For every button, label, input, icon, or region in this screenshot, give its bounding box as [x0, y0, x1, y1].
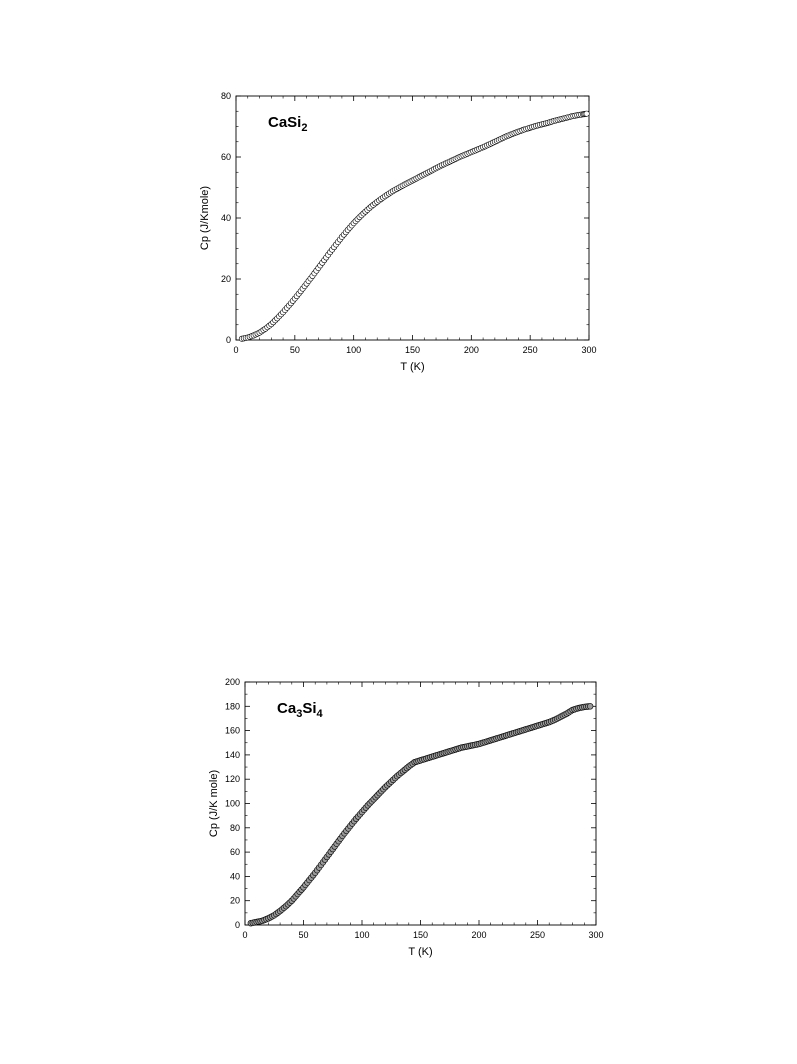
- y-tick-label: 20: [230, 896, 240, 906]
- x-tick-label: 50: [298, 930, 308, 940]
- data-point: [586, 703, 594, 710]
- x-tick-label: 200: [471, 930, 486, 940]
- chart-svg: 0 50 100 150 200 250 300 0 20 40 60 80 100 120 140 160 1…: [208, 677, 604, 958]
- x-tick-label: 250: [530, 930, 545, 940]
- y-tick-label: 200: [225, 677, 240, 687]
- y-tick-label: 0: [235, 920, 240, 930]
- y-tick-label: 140: [225, 750, 240, 760]
- x-tick-label: 50: [290, 345, 300, 355]
- y-axis-label: Cp (J/Kmole): [199, 186, 211, 250]
- y-tick-label: 60: [221, 152, 231, 162]
- chart-ca3si4: 0 50 100 150 200 250 300 0 20 40 60 80 100 120 140 160 1…: [0, 650, 797, 1010]
- y-tick-label: 80: [221, 91, 231, 101]
- x-tick-label: 100: [354, 930, 369, 940]
- x-tick-label: 300: [581, 345, 596, 355]
- y-tick-label: 40: [221, 213, 231, 223]
- x-axis-label: T (K): [408, 946, 432, 958]
- y-axis-label: Cp (J/K mole): [208, 770, 220, 837]
- x-tick-label: 0: [242, 930, 247, 940]
- x-tick-label: 150: [405, 345, 420, 355]
- y-tick-label: 60: [230, 847, 240, 857]
- x-tick-label: 250: [523, 345, 538, 355]
- y-tick-label: 100: [225, 799, 240, 809]
- panel-label: CaSi2: [268, 114, 307, 134]
- y-tick-label: 120: [225, 774, 240, 784]
- x-tick-label: 100: [346, 345, 361, 355]
- x-tick-label: 200: [464, 345, 479, 355]
- y-tick-label: 0: [226, 335, 231, 345]
- chart-svg: 0 50 100 150 200 250 300 0 20 40 60 80 T (K) Cp (J/Km…: [199, 91, 597, 373]
- x-tick-label: 300: [588, 930, 603, 940]
- x-tick-label: 0: [233, 345, 238, 355]
- x-tick-label: 150: [413, 930, 428, 940]
- chart-casi2: 0 50 100 150 200 250 300 0 20 40 60 80 T (K) Cp (J/Km…: [0, 60, 797, 420]
- y-tick-label: 80: [230, 823, 240, 833]
- y-tick-label: 40: [230, 871, 240, 881]
- data-point: [583, 110, 590, 117]
- panel-label: Ca3Si4: [277, 700, 324, 720]
- x-axis-label: T (K): [400, 361, 424, 373]
- y-tick-label: 20: [221, 274, 231, 284]
- y-tick-label: 180: [225, 701, 240, 711]
- y-tick-label: 160: [225, 726, 240, 736]
